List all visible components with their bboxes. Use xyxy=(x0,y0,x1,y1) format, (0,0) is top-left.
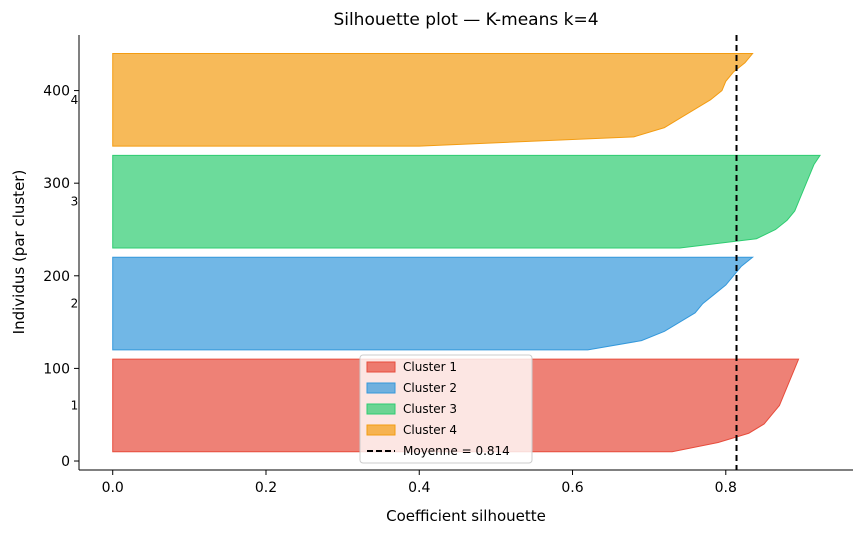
y-tick-label: 400 xyxy=(43,84,70,100)
legend-box xyxy=(359,354,533,464)
legend-label: Cluster 1 xyxy=(403,360,457,374)
silhouette-area xyxy=(112,53,754,147)
y-tick-label: 100 xyxy=(43,361,70,377)
cluster-label: 1 xyxy=(71,398,79,412)
legend-label: Cluster 3 xyxy=(403,402,457,416)
legend-swatch xyxy=(366,382,396,394)
y-tick-label: 0 xyxy=(61,454,70,470)
x-axis-label: Coefficient silhouette xyxy=(386,507,546,525)
x-tick-label: 0.6 xyxy=(561,480,583,496)
cluster-label: 3 xyxy=(71,195,79,209)
x-tick-label: 0.4 xyxy=(408,480,430,496)
legend-swatch xyxy=(366,361,396,373)
y-axis-label: Individus (par cluster) xyxy=(10,170,28,335)
legend-label: Cluster 4 xyxy=(403,423,457,437)
silhouette-area xyxy=(112,256,755,351)
y-tick-label: 300 xyxy=(43,176,70,192)
x-tick-label: 0.0 xyxy=(102,480,124,496)
legend-label: Moyenne = 0.814 xyxy=(403,444,510,458)
silhouette-area xyxy=(112,154,821,249)
cluster-label: 2 xyxy=(71,297,79,311)
legend-swatch xyxy=(366,424,396,436)
chart-title: Silhouette plot — K-means k=4 xyxy=(333,10,598,30)
legend-label: Cluster 2 xyxy=(403,381,457,395)
x-tick-label: 0.8 xyxy=(715,480,737,496)
x-tick-label: 0.2 xyxy=(255,480,277,496)
y-tick-label: 200 xyxy=(43,269,70,285)
legend: Cluster 1 Cluster 2 Cluster 3 Cluster 4 Moye… xyxy=(359,354,533,464)
cluster-label: 4 xyxy=(71,93,79,107)
legend-swatch xyxy=(366,403,396,415)
